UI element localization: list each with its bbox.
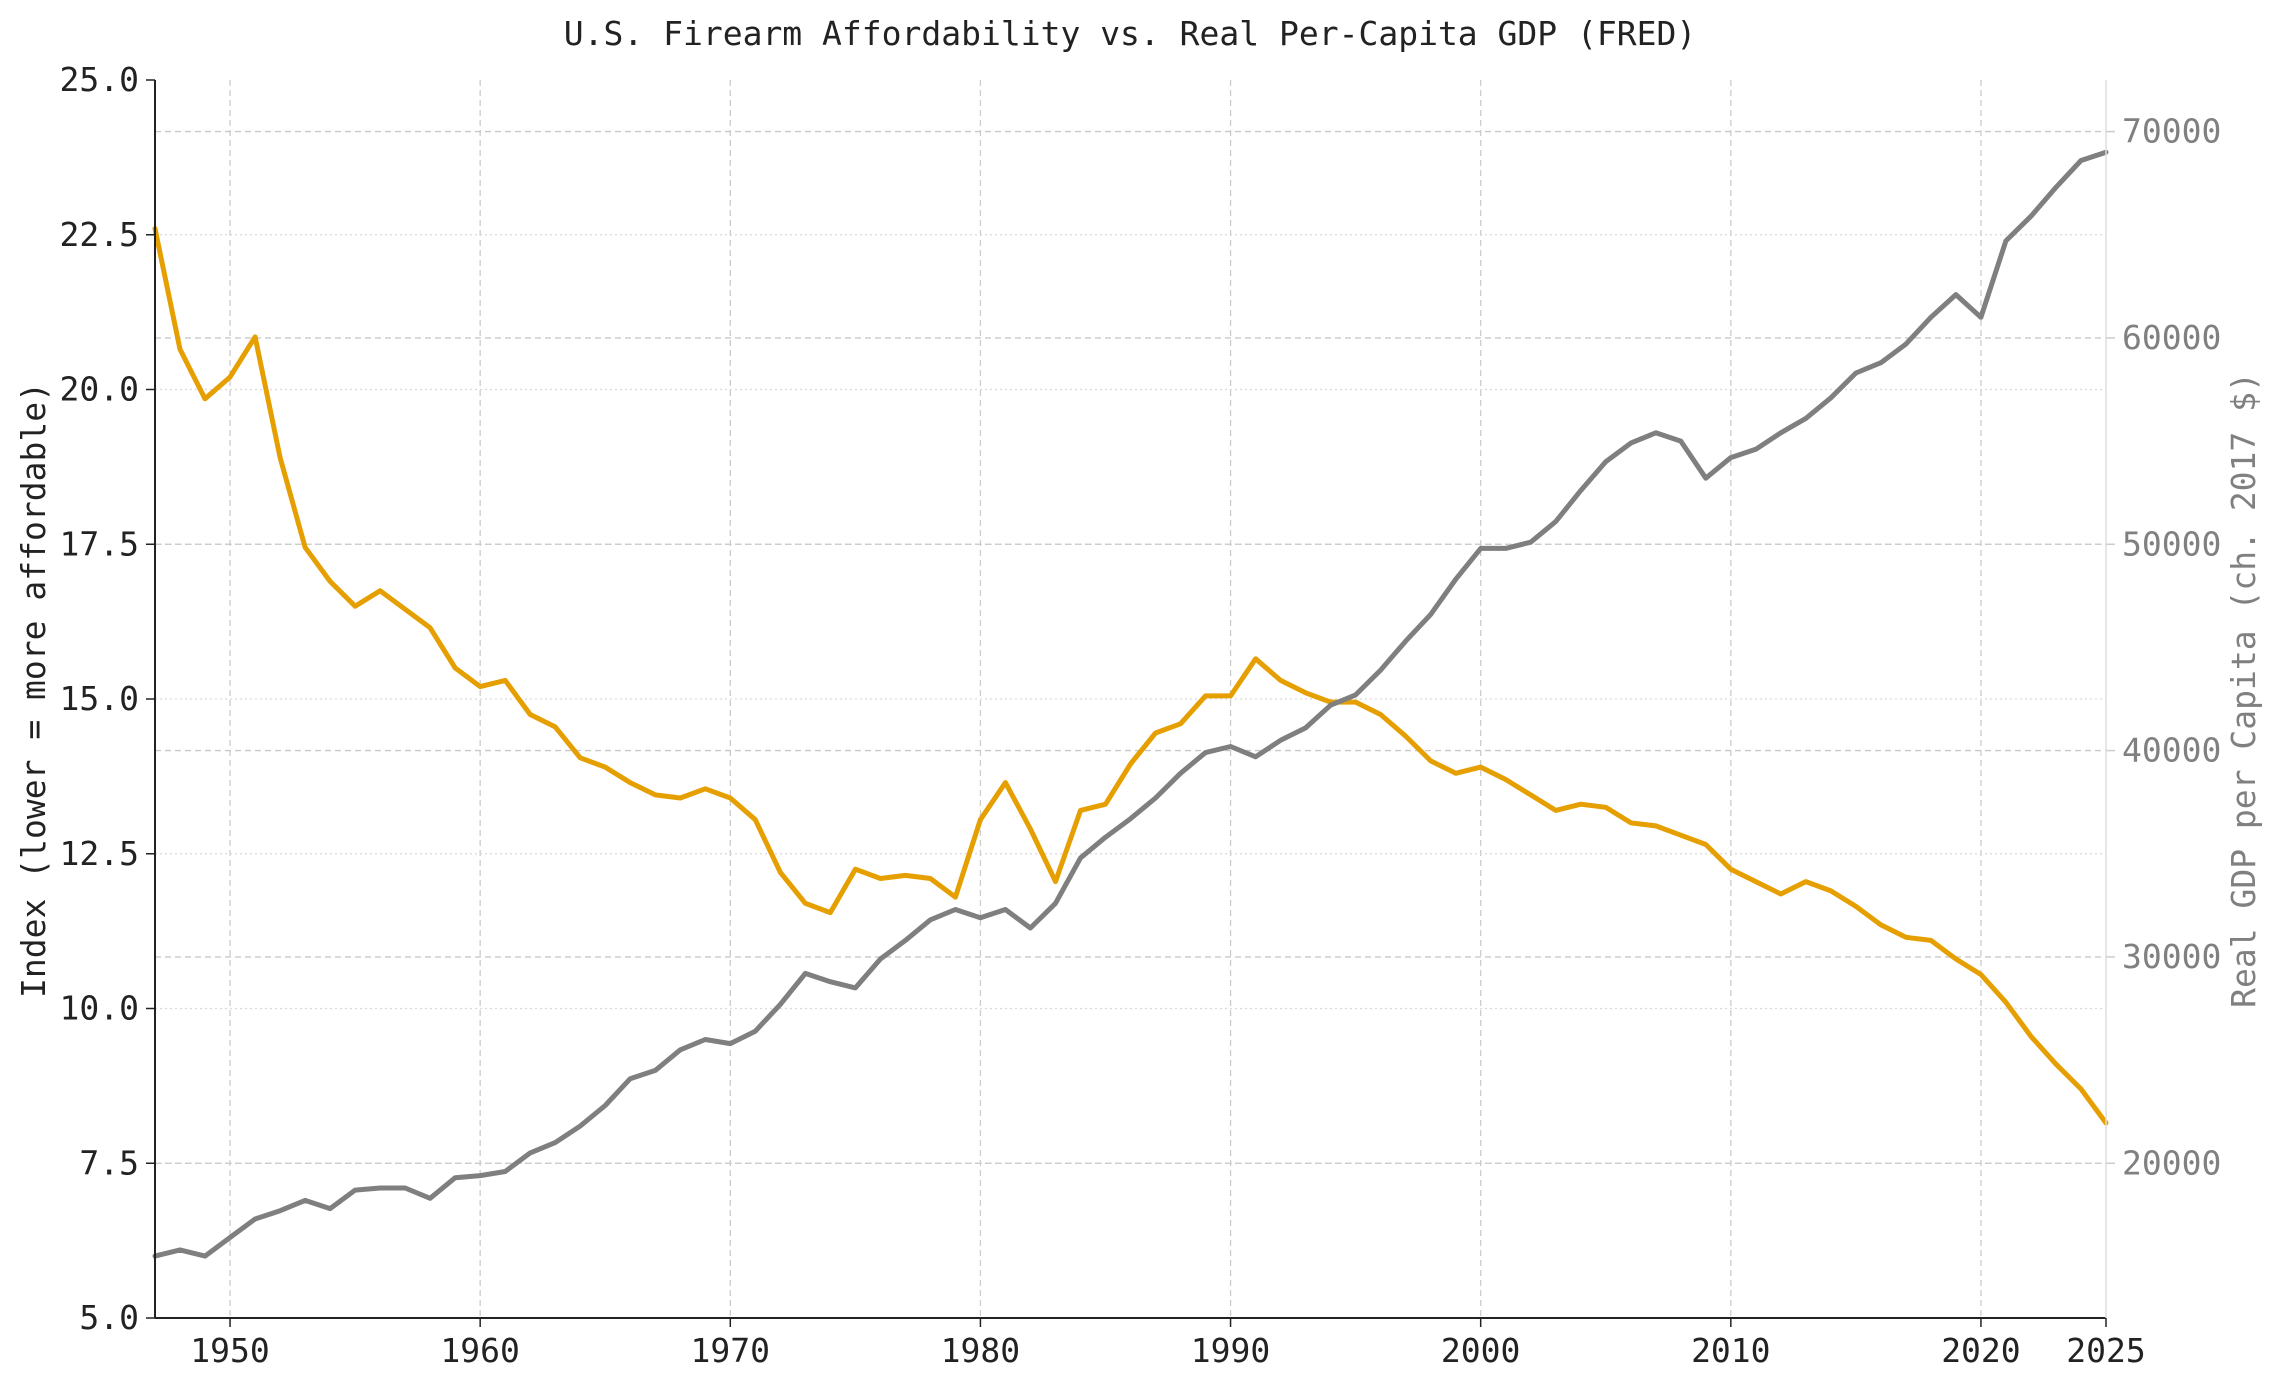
x-tick-label: 2000	[1441, 1331, 1520, 1370]
y-left-tick-label: 7.5	[79, 1143, 139, 1182]
y-right-tick-label: 40000	[2122, 731, 2221, 770]
y-left-tick-label: 5.0	[79, 1298, 139, 1337]
x-tick-label: 2025	[2066, 1331, 2145, 1370]
y-left-tick-label: 15.0	[60, 679, 139, 718]
chart-title: U.S. Firearm Affordability vs. Real Per-…	[564, 14, 1696, 53]
x-tick-label: 1990	[1191, 1331, 1270, 1370]
x-tick-label: 1970	[691, 1331, 770, 1370]
tick-labels: 1950 1960 1970 1980 1990 2000 2010 2020 2025 5.0 7…	[60, 60, 2222, 1370]
y-right-tick-label: 70000	[2122, 112, 2221, 151]
y-right-tick-label: 30000	[2122, 937, 2221, 976]
series-lines	[152, 149, 2109, 1259]
x-tick-label: 2010	[1691, 1331, 1770, 1370]
grid	[155, 80, 2106, 1318]
y-left-tick-label: 20.0	[60, 370, 139, 409]
y-axis-label-right: Real GDP per Capita (ch. 2017 $)	[2224, 372, 2263, 1008]
y-left-tick-label: 17.5	[60, 524, 139, 563]
y-left-tick-label: 10.0	[60, 989, 139, 1028]
y-right-tick-label: 20000	[2122, 1143, 2221, 1182]
gdp-series-line	[152, 149, 2109, 1259]
y-right-tick-label: 60000	[2122, 318, 2221, 357]
x-tick-label: 1950	[190, 1331, 269, 1370]
x-tick-label: 1980	[941, 1331, 1020, 1370]
y-left-tick-label: 25.0	[60, 60, 139, 99]
affordability-series-line	[152, 226, 2109, 1126]
x-tick-label: 1960	[440, 1331, 519, 1370]
y-axis-label-left: Index (lower = more affordable)	[14, 382, 53, 998]
y-left-tick-label: 12.5	[60, 834, 139, 873]
y-left-tick-label: 22.5	[60, 215, 139, 254]
axes	[146, 79, 2115, 1327]
y-right-tick-label: 50000	[2122, 524, 2221, 563]
x-tick-label: 2020	[1941, 1331, 2020, 1370]
